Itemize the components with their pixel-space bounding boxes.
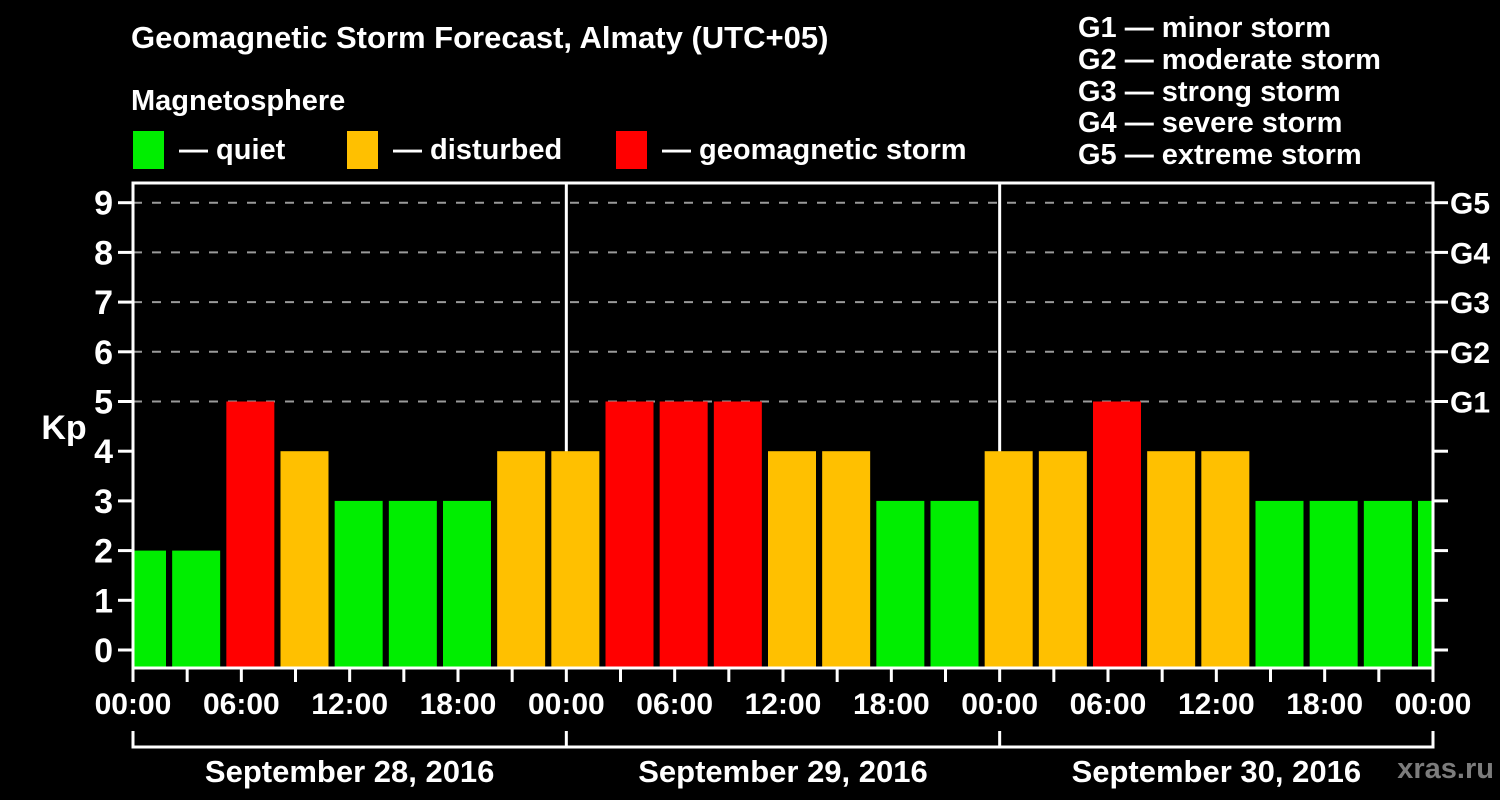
- kp-bar-h69-kp3: [1363, 500, 1412, 667]
- x-time-label-1: 06:00: [203, 688, 280, 721]
- x-time-label-8: 00:00: [961, 688, 1038, 721]
- kp-bar-h24-kp4: [551, 451, 600, 667]
- legend-item-storm: — geomagnetic storm: [616, 131, 967, 169]
- kp-bar-h39-kp4: [822, 451, 871, 667]
- right-axis-label-g2: G2: [1450, 337, 1490, 370]
- kp-bar-h45-kp3: [930, 500, 979, 667]
- right-axis-label-g1: G1: [1450, 387, 1490, 420]
- kp-bar-h9-kp4: [280, 451, 329, 667]
- kp-bar-h3-kp2: [172, 550, 221, 667]
- y-axis-label-0: 0: [94, 632, 113, 670]
- kp-bar-h60-kp4: [1201, 451, 1250, 667]
- storm-color-swatch: [616, 131, 647, 169]
- y-axis-label-8: 8: [94, 234, 113, 272]
- y-axis-label-1: 1: [94, 582, 113, 620]
- y-axis-label-4: 4: [94, 433, 113, 471]
- kp-bar-h15-kp3: [388, 500, 437, 667]
- x-time-label-11: 18:00: [1286, 688, 1363, 721]
- x-time-label-4: 00:00: [528, 688, 605, 721]
- watermark: xras.ru: [1397, 753, 1494, 785]
- legend-item-disturbed: — disturbed: [347, 131, 562, 169]
- storm-scale-g2: G2 — moderate storm: [1078, 43, 1381, 76]
- storm-scale-g3: G3 — strong storm: [1078, 75, 1341, 108]
- x-time-label-3: 18:00: [420, 688, 497, 721]
- kp-bar-h6-kp5: [226, 401, 275, 667]
- kp-bar-h12-kp3: [334, 500, 383, 667]
- kp-bar-h18-kp3: [443, 500, 491, 667]
- right-axis-label-g4: G4: [1450, 237, 1490, 270]
- date-bracket: [131, 731, 1435, 749]
- x-time-label-6: 12:00: [745, 688, 822, 721]
- kp-bar-h27-kp5: [605, 401, 654, 667]
- kp-bar-h30-kp5: [659, 401, 708, 667]
- right-axis-label-g5: G5: [1450, 188, 1490, 221]
- kp-bar-h48-kp4: [984, 451, 1033, 667]
- y-axis-label-6: 6: [94, 334, 113, 372]
- legend-label-disturbed: — disturbed: [393, 134, 563, 166]
- legend-item-quiet: — quiet: [133, 131, 285, 169]
- x-time-label-7: 18:00: [853, 688, 930, 721]
- y-axis-label-2: 2: [94, 533, 113, 571]
- kp-bar-h63-kp3: [1255, 500, 1304, 667]
- chart-subtitle: Magnetosphere: [131, 85, 346, 117]
- date-label-day3: September 30, 2016: [1072, 754, 1362, 789]
- x-time-label-5: 06:00: [636, 688, 713, 721]
- y-axis-label-7: 7: [94, 284, 113, 322]
- date-label-day2: September 29, 2016: [638, 754, 928, 789]
- kp-bar-h21-kp4: [497, 451, 546, 667]
- x-time-label-0: 00:00: [95, 688, 172, 721]
- legend-label-storm: — geomagnetic storm: [662, 134, 967, 166]
- kp-bar-h51-kp4: [1038, 451, 1087, 667]
- right-axis-label-g3: G3: [1450, 287, 1490, 320]
- kp-bar-h72-kp3: [1418, 500, 1432, 667]
- kp-color-legend: — quiet — disturbed — geomagnetic storm: [0, 131, 1500, 171]
- y-axis-label-5: 5: [94, 384, 113, 422]
- x-time-label-2: 12:00: [311, 688, 388, 721]
- kp-bar-h57-kp4: [1147, 451, 1196, 667]
- x-time-label-9: 06:00: [1070, 688, 1147, 721]
- x-time-label-10: 12:00: [1178, 688, 1255, 721]
- storm-scale-legend: G1 — minor storm G2 — moderate storm G3 — …: [1078, 12, 1381, 172]
- storm-scale-g5: G5 — extreme storm: [1078, 139, 1362, 172]
- storm-scale-g4: G4 — severe storm: [1078, 107, 1343, 140]
- storm-scale-g1: G1 — minor storm: [1078, 12, 1331, 44]
- y-axis-label-9: 9: [94, 185, 113, 223]
- disturbed-color-swatch: [347, 131, 378, 169]
- kp-bar-h36-kp4: [768, 451, 816, 667]
- legend-label-quiet: — quiet: [179, 134, 286, 166]
- kp-bar-h42-kp3: [876, 500, 925, 667]
- kp-bar-h33-kp5: [713, 401, 762, 667]
- x-time-label-12: 00:00: [1395, 688, 1472, 721]
- y-axis-title: Kp: [41, 409, 86, 447]
- y-axis-label-3: 3: [94, 483, 113, 521]
- kp-bar-h0-kp2: [134, 550, 166, 667]
- quiet-color-swatch: [133, 131, 164, 169]
- chart-title: Geomagnetic Storm Forecast, Almaty (UTC+…: [131, 20, 829, 55]
- kp-bar-h54-kp5: [1093, 401, 1141, 667]
- date-label-day1: September 28, 2016: [205, 754, 495, 789]
- kp-bar-h66-kp3: [1309, 500, 1358, 667]
